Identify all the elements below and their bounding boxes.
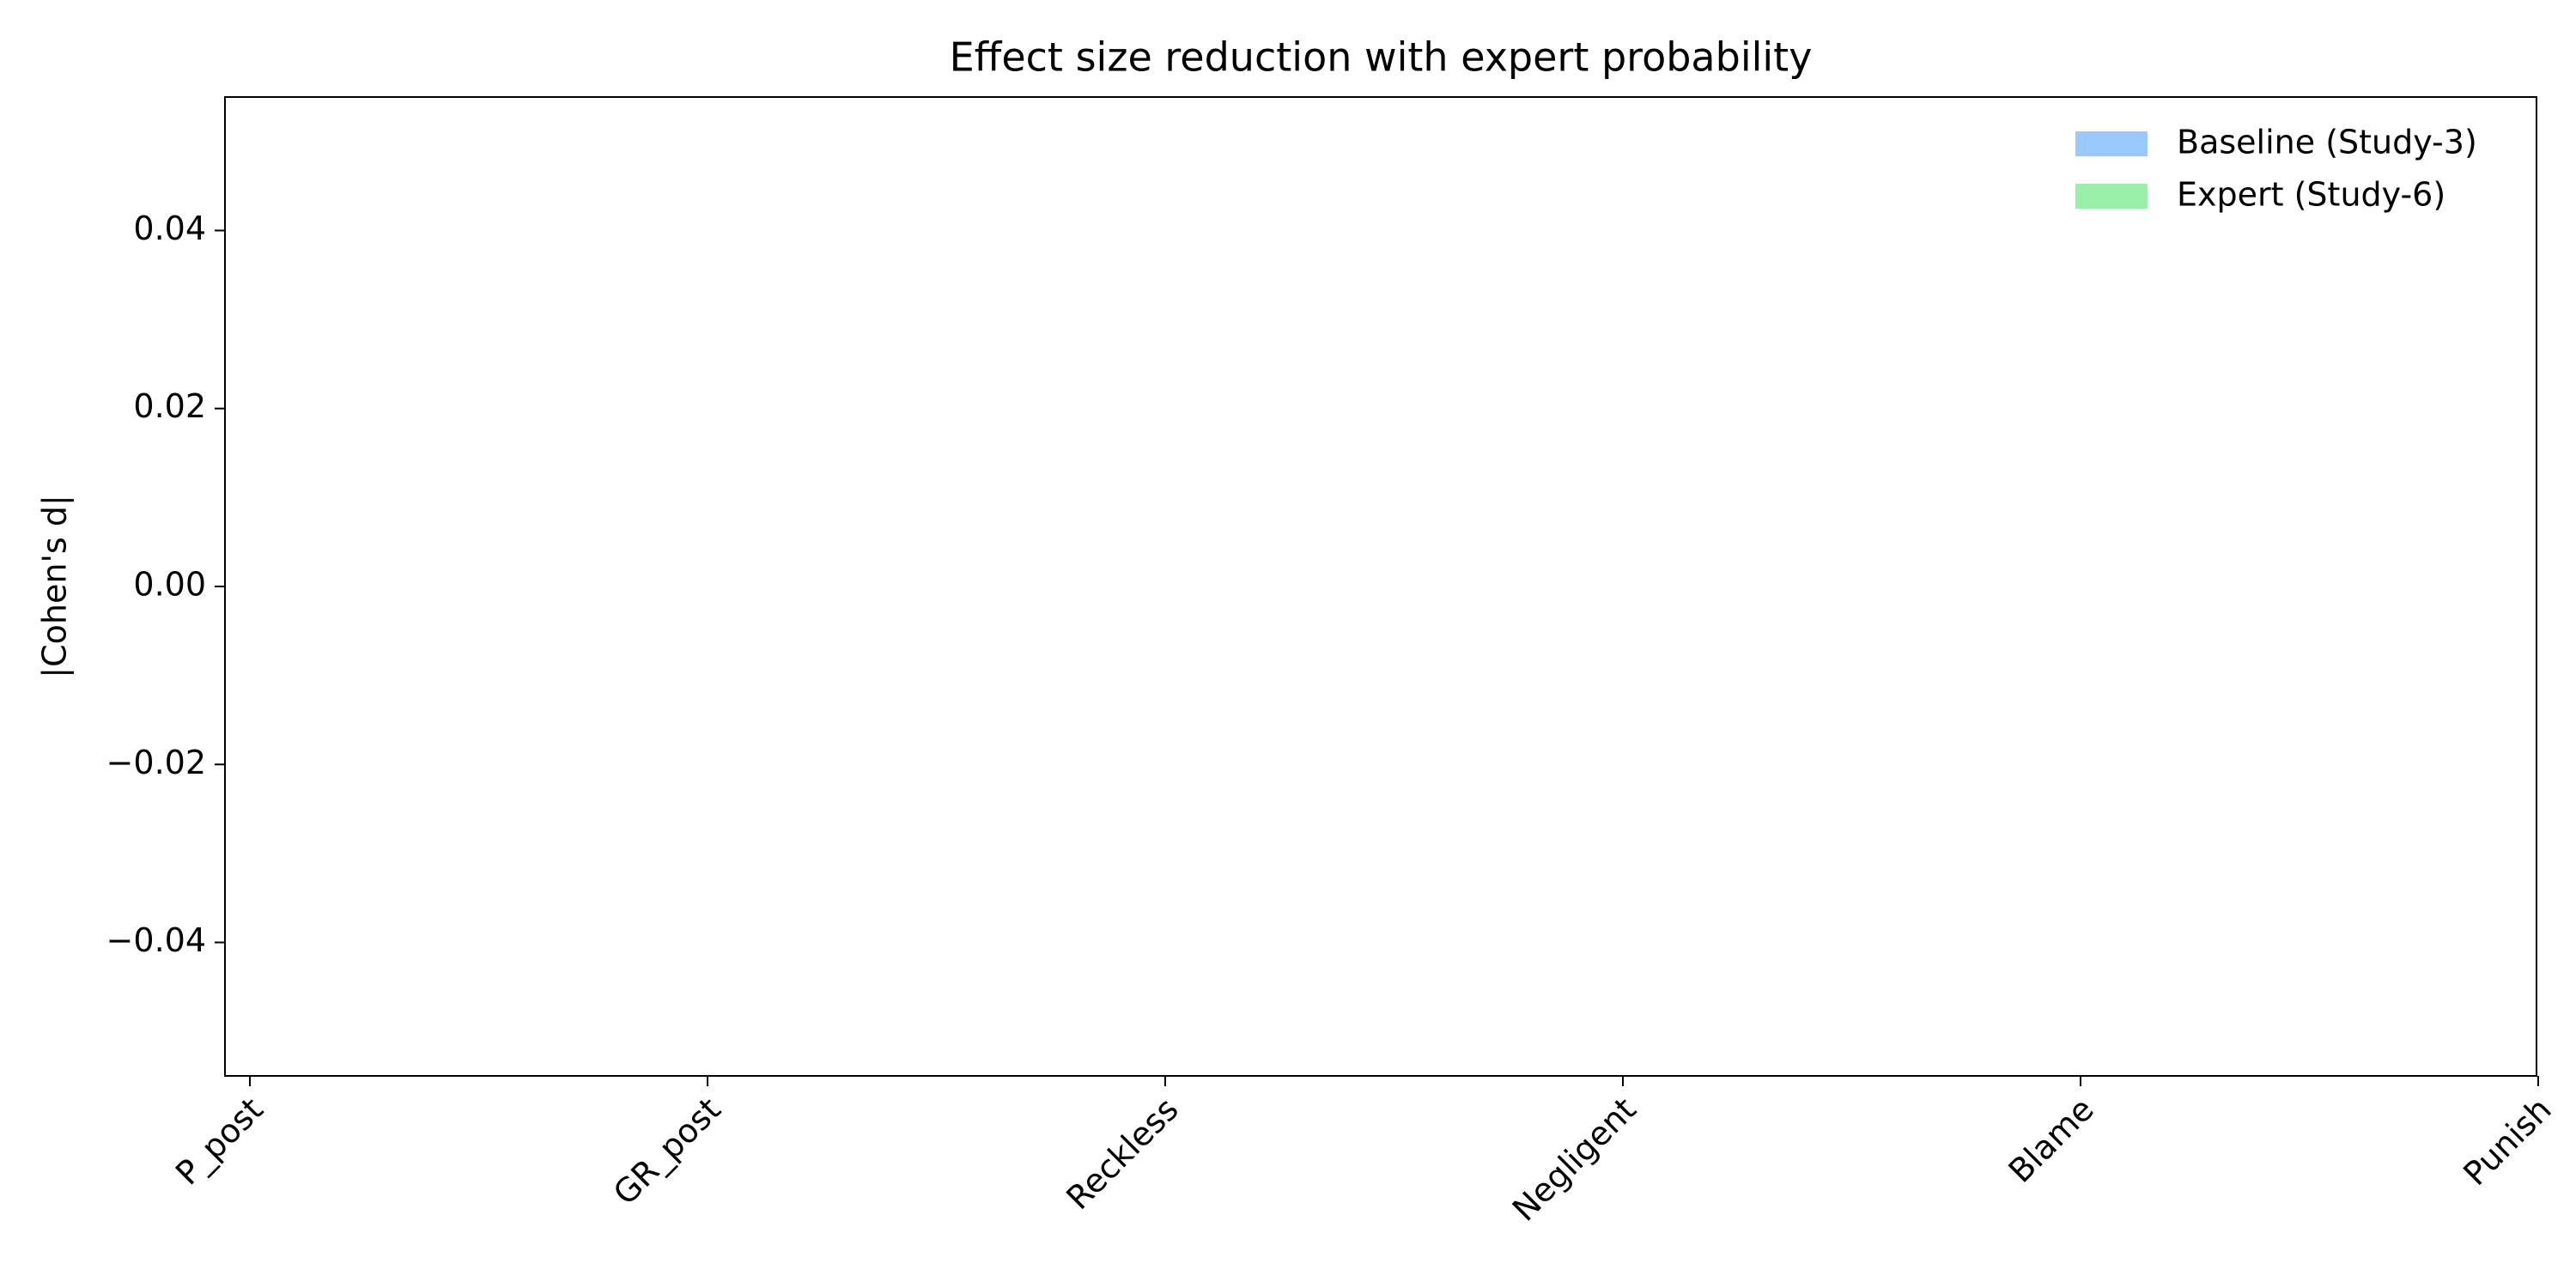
legend-swatch <box>2075 184 2148 209</box>
x-tick-label: Blame <box>2002 1091 2101 1190</box>
y-axis-label: |Cohen's d| <box>36 495 75 677</box>
legend-label: Baseline (Study-3) <box>2177 124 2477 161</box>
y-tick-label: 0.00 <box>133 566 206 604</box>
y-tick-label: −0.02 <box>106 744 206 781</box>
y-tick-label: −0.04 <box>106 921 206 959</box>
x-tick-label: GR_post <box>606 1091 728 1212</box>
legend-label: Expert (Study-6) <box>2177 176 2445 214</box>
chart-title: Effect size reduction with expert probab… <box>950 34 1813 81</box>
legend-swatch <box>2075 131 2148 156</box>
x-tick-label: Reckless <box>1059 1091 1185 1217</box>
y-tick-label: 0.02 <box>133 387 206 425</box>
y-tick-label: 0.04 <box>133 210 206 247</box>
x-tick-label: Punish <box>2456 1091 2558 1193</box>
plot-frame <box>224 96 2537 1077</box>
x-tick-label: P_post <box>168 1091 270 1193</box>
x-tick-label: Negligent <box>1505 1091 1643 1229</box>
